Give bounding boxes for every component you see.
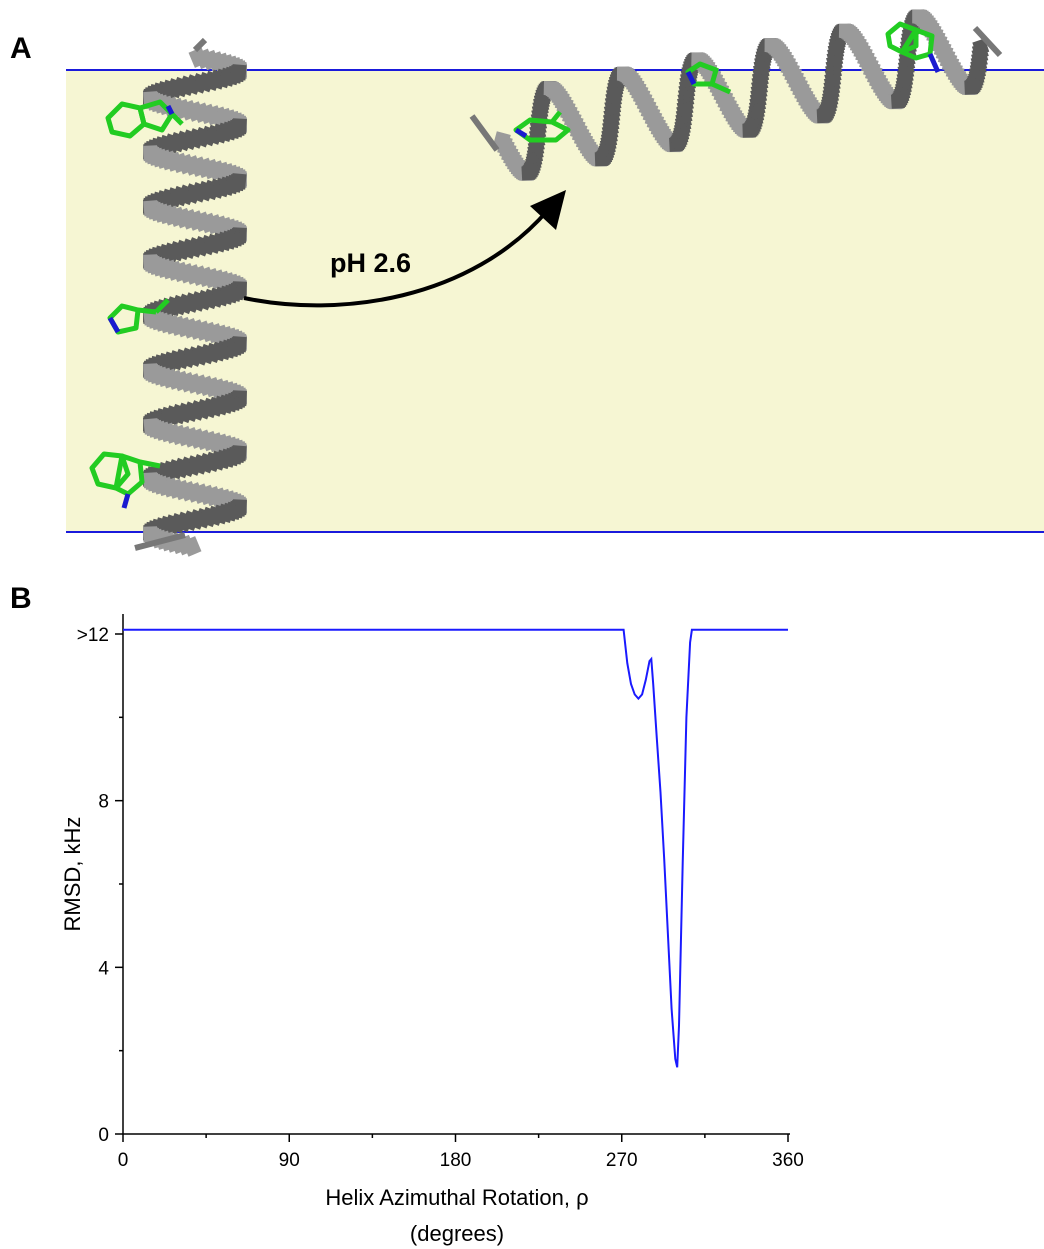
x-tick-label: 180 xyxy=(440,1150,472,1171)
x-tick-label: 0 xyxy=(118,1150,129,1171)
panel-b-label: B xyxy=(10,582,32,615)
x-tick-label: 90 xyxy=(279,1150,300,1171)
arrow-label: pH 2.6 xyxy=(330,248,411,278)
y-tick-label: 0 xyxy=(98,1125,109,1146)
chart: 0 90 180 270 360 0 4 8 >12 Helix Azimuthal Rota… xyxy=(60,614,804,1246)
surface-helix xyxy=(469,9,1003,181)
x-minor-ticks xyxy=(205,1134,706,1138)
transmembrane-helix xyxy=(134,37,247,557)
transition-arrow xyxy=(243,208,550,308)
histidine-side-chain xyxy=(107,298,170,335)
y-tick-label: >12 xyxy=(77,625,109,646)
y-tick-label: 8 xyxy=(98,792,109,813)
arrow-head xyxy=(530,190,566,230)
helix-terminus xyxy=(469,114,500,152)
helix-terminus xyxy=(192,37,208,53)
x-axis-unit: (degrees) xyxy=(410,1221,504,1246)
helix-terminus xyxy=(972,25,1003,58)
x-tick-label: 360 xyxy=(772,1150,804,1171)
helix-terminus xyxy=(134,532,186,551)
y-tick-label: 4 xyxy=(98,958,109,979)
tryptophan-side-chain-bottom xyxy=(89,451,161,509)
y-minor-ticks xyxy=(119,716,123,1052)
panel-b: B 0 90 180 270 360 0 4 8 >12 Helix Azimuthal Ro… xyxy=(10,582,804,1246)
y-axis-title: RMSD, kHz xyxy=(60,817,85,932)
tryptophan-side-chain-left xyxy=(513,110,571,143)
helix-ribbon-segment xyxy=(182,536,202,557)
panel-a: A xyxy=(10,9,1044,557)
tryptophan-side-chain-right xyxy=(885,21,941,74)
histidine-side-chain-surface xyxy=(685,61,732,95)
tryptophan-side-chain-top xyxy=(105,99,184,139)
rmsd-series-line xyxy=(123,628,788,1068)
panel-a-label: A xyxy=(10,32,32,65)
helix-ribbon-segment xyxy=(972,38,990,56)
x-axis-title: Helix Azimuthal Rotation, ρ xyxy=(325,1185,588,1210)
x-ticks: 0 90 180 270 360 xyxy=(118,1134,804,1171)
x-tick-label: 270 xyxy=(606,1150,638,1171)
y-ticks: 0 4 8 >12 xyxy=(77,625,123,1146)
